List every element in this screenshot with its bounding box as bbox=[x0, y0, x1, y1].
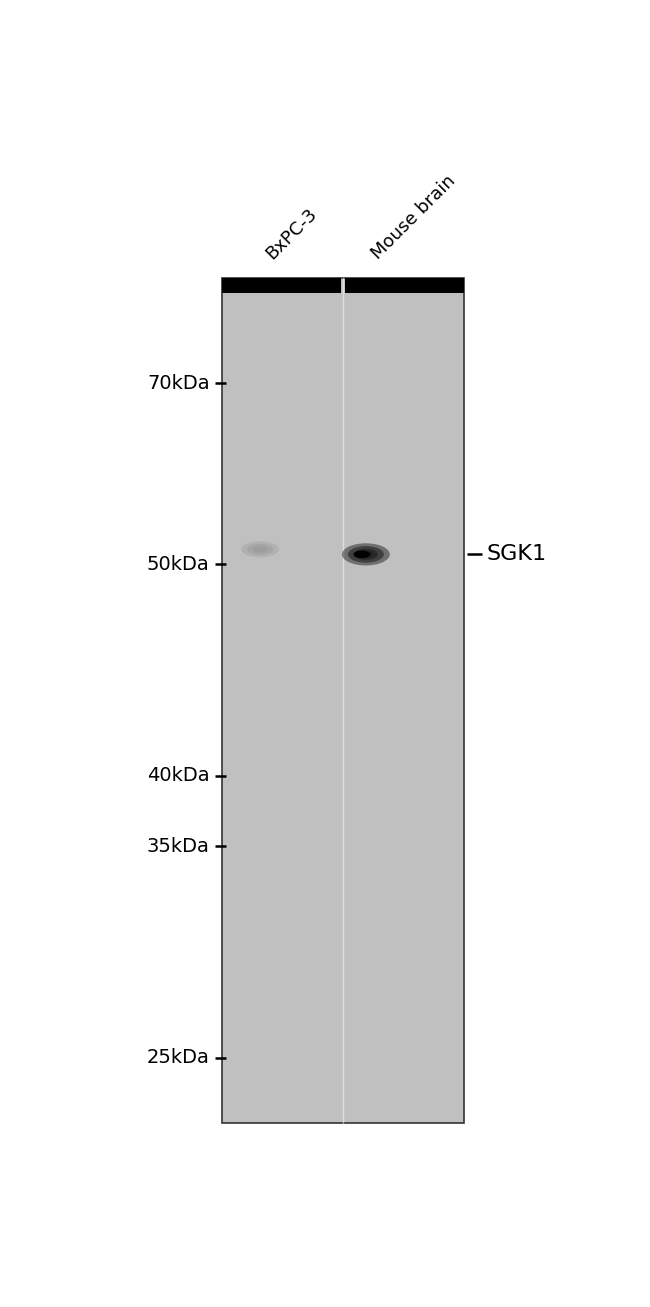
Ellipse shape bbox=[348, 546, 383, 563]
Bar bbox=[222, 277, 464, 1123]
Text: 70kDa: 70kDa bbox=[147, 374, 210, 393]
Ellipse shape bbox=[354, 549, 378, 559]
Text: 25kDa: 25kDa bbox=[147, 1048, 210, 1067]
Ellipse shape bbox=[241, 541, 279, 557]
Ellipse shape bbox=[252, 546, 268, 553]
Bar bbox=[345, 277, 464, 293]
Text: 40kDa: 40kDa bbox=[147, 766, 210, 786]
Text: 35kDa: 35kDa bbox=[147, 836, 210, 856]
Text: 50kDa: 50kDa bbox=[147, 555, 210, 574]
Bar bbox=[222, 277, 341, 293]
Ellipse shape bbox=[354, 550, 370, 558]
Ellipse shape bbox=[342, 544, 390, 566]
Text: BxPC-3: BxPC-3 bbox=[263, 204, 320, 263]
Text: SGK1: SGK1 bbox=[487, 544, 547, 565]
Ellipse shape bbox=[247, 544, 273, 555]
Ellipse shape bbox=[359, 552, 373, 558]
Text: Mouse brain: Mouse brain bbox=[369, 171, 460, 263]
